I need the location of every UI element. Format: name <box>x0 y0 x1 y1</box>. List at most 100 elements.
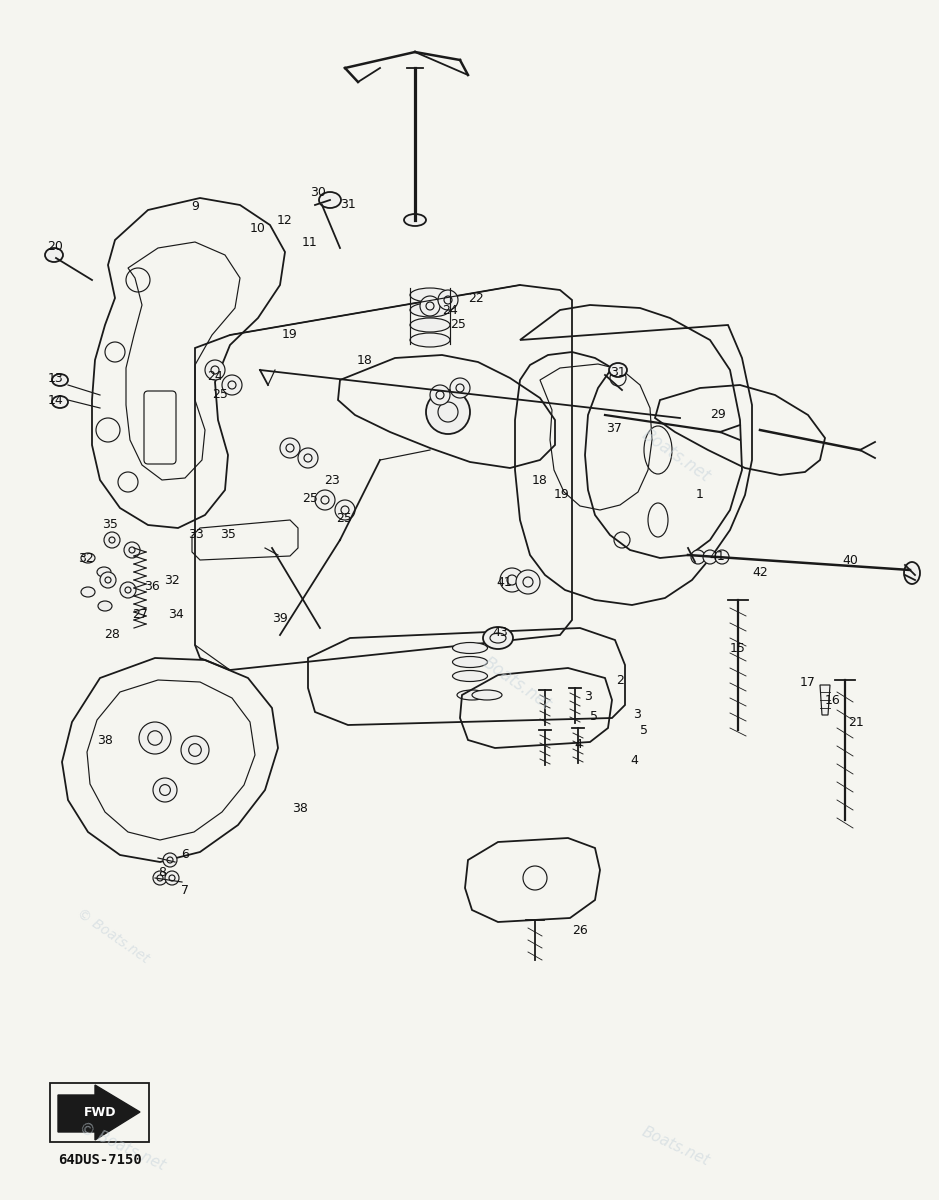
Text: 9: 9 <box>191 200 199 214</box>
Text: 34: 34 <box>168 607 184 620</box>
Text: 15: 15 <box>730 642 746 654</box>
Text: FWD: FWD <box>84 1105 116 1118</box>
Text: 21: 21 <box>848 716 864 730</box>
Ellipse shape <box>472 690 502 700</box>
Text: 2: 2 <box>616 673 623 686</box>
Circle shape <box>715 550 729 564</box>
Text: 19: 19 <box>282 329 298 342</box>
Text: 12: 12 <box>277 214 293 227</box>
Text: 39: 39 <box>272 612 288 624</box>
Text: 3: 3 <box>584 690 592 703</box>
Text: 36: 36 <box>144 580 160 593</box>
Text: 33: 33 <box>188 528 204 541</box>
Polygon shape <box>820 685 830 715</box>
Ellipse shape <box>52 396 68 408</box>
Ellipse shape <box>453 671 487 682</box>
Polygon shape <box>58 1085 140 1140</box>
Text: 14: 14 <box>48 394 64 407</box>
Text: 25: 25 <box>336 511 352 524</box>
Circle shape <box>315 490 335 510</box>
Text: 35: 35 <box>220 528 236 541</box>
Ellipse shape <box>410 288 450 302</box>
Ellipse shape <box>319 192 341 208</box>
Text: 1: 1 <box>696 488 704 502</box>
Text: 7: 7 <box>181 883 189 896</box>
Text: 25: 25 <box>212 389 228 402</box>
Text: 13: 13 <box>48 372 64 384</box>
Ellipse shape <box>45 248 63 262</box>
Ellipse shape <box>453 642 487 654</box>
Ellipse shape <box>98 601 112 611</box>
Text: 24: 24 <box>208 370 223 383</box>
Circle shape <box>181 736 209 764</box>
Ellipse shape <box>904 562 920 584</box>
Circle shape <box>335 500 355 520</box>
Text: 25: 25 <box>302 492 318 504</box>
Ellipse shape <box>404 214 426 226</box>
Text: 37: 37 <box>606 421 622 434</box>
Ellipse shape <box>453 656 487 667</box>
Text: 4: 4 <box>574 738 582 751</box>
Circle shape <box>280 438 300 458</box>
Text: 31: 31 <box>610 366 626 379</box>
Text: Boats.net: Boats.net <box>639 426 714 486</box>
Text: 32: 32 <box>78 552 94 564</box>
Circle shape <box>100 572 116 588</box>
Text: 28: 28 <box>104 628 120 641</box>
Circle shape <box>139 722 171 754</box>
Text: 26: 26 <box>572 924 588 936</box>
Text: 22: 22 <box>469 292 484 305</box>
Text: 5: 5 <box>640 724 648 737</box>
Text: 27: 27 <box>132 608 148 622</box>
Text: 30: 30 <box>310 186 326 198</box>
Text: 25: 25 <box>450 318 466 331</box>
Text: 29: 29 <box>710 408 726 421</box>
Circle shape <box>153 871 167 886</box>
Ellipse shape <box>609 362 627 377</box>
Text: 23: 23 <box>324 474 340 486</box>
Text: 8: 8 <box>158 865 166 878</box>
Text: 6: 6 <box>181 848 189 862</box>
Text: Boats.net: Boats.net <box>479 654 554 714</box>
Circle shape <box>222 374 242 395</box>
Text: 18: 18 <box>357 354 373 366</box>
Text: 18: 18 <box>532 474 548 486</box>
Text: Boats.net: Boats.net <box>639 1123 713 1169</box>
Text: 4: 4 <box>630 754 638 767</box>
Ellipse shape <box>52 374 68 386</box>
Text: 43: 43 <box>492 625 508 638</box>
Circle shape <box>298 448 318 468</box>
Text: 17: 17 <box>800 676 816 689</box>
Circle shape <box>703 550 717 564</box>
Text: 11: 11 <box>302 235 318 248</box>
Ellipse shape <box>81 587 95 596</box>
Text: 42: 42 <box>752 565 768 578</box>
Text: 41: 41 <box>709 550 725 563</box>
Text: 41: 41 <box>496 576 512 588</box>
Circle shape <box>691 550 705 564</box>
Text: 38: 38 <box>97 733 113 746</box>
Circle shape <box>516 570 540 594</box>
Circle shape <box>104 532 120 548</box>
Ellipse shape <box>410 332 450 347</box>
Text: 10: 10 <box>250 222 266 234</box>
Circle shape <box>124 542 140 558</box>
Circle shape <box>500 568 524 592</box>
Circle shape <box>430 385 450 404</box>
Text: 40: 40 <box>842 553 858 566</box>
Circle shape <box>438 290 458 310</box>
Circle shape <box>205 360 225 380</box>
Text: 19: 19 <box>554 487 570 500</box>
Text: 38: 38 <box>292 802 308 815</box>
Ellipse shape <box>457 690 487 700</box>
Ellipse shape <box>483 626 513 649</box>
Text: 5: 5 <box>590 709 598 722</box>
Ellipse shape <box>81 553 95 563</box>
Circle shape <box>120 582 136 598</box>
Circle shape <box>420 296 440 316</box>
Text: 16: 16 <box>825 694 841 707</box>
Ellipse shape <box>410 302 450 317</box>
Circle shape <box>165 871 179 886</box>
Text: © Boats.net: © Boats.net <box>74 906 151 966</box>
Text: 3: 3 <box>633 708 641 721</box>
